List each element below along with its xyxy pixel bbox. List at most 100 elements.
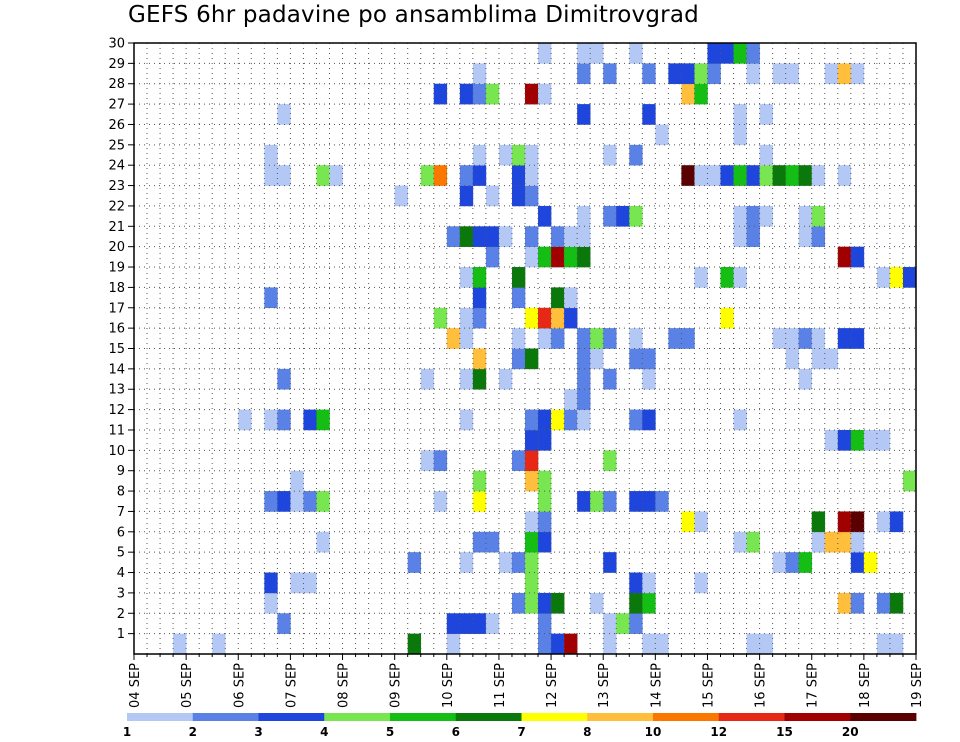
heatmap-cell [577,409,591,431]
heatmap-cell [485,531,500,553]
heatmap-cell [290,572,304,594]
heatmap-cell [433,491,448,512]
heatmap-cell [733,104,747,125]
heatmap-cell [694,83,708,105]
heatmap-cell [720,307,734,329]
heatmap-cell [824,531,839,553]
heatmap-cell [629,572,643,594]
colorbar-swatch [653,713,720,721]
heatmap-cell [173,633,187,655]
heatmap-cell [303,572,317,594]
x-tick-label: 17 SEP [806,663,821,708]
heatmap-cell [511,348,526,370]
heatmap-cell [733,409,747,431]
heatmap-cell [577,63,591,85]
y-tick-label: 14 [108,362,125,377]
heatmap-cell [525,307,539,329]
heatmap-cell [746,531,760,553]
heatmap-cell [564,246,578,268]
heatmap-cell [303,491,317,512]
heatmap-cell [876,511,891,533]
y-tick-label: 22 [108,199,125,214]
y-tick-label: 6 [117,525,125,540]
heatmap-cell [212,633,226,655]
heatmap-cell [433,83,448,105]
heatmap-cell [720,267,734,288]
heatmap-cell [681,511,695,533]
heatmap-cell [785,165,799,186]
colorbar-label: 1 [123,725,131,739]
heatmap-cell [577,328,591,349]
heatmap-cell [459,185,474,207]
y-tick-label: 15 [108,342,125,357]
x-tick-label: 05 SEP [180,663,195,708]
y-tick-label: 17 [108,301,125,316]
heatmap-cell [329,165,343,186]
heatmap-cell [551,409,565,431]
heatmap-cell [850,511,865,533]
heatmap-cell [472,267,487,288]
heatmap-cell [577,43,591,64]
x-tick-label: 04 SEP [128,663,143,708]
heatmap-cell [538,328,552,349]
colorbar-swatch [192,713,259,721]
heatmap-cell [876,633,891,655]
heatmap-cell [498,368,513,390]
heatmap-cell [511,552,526,573]
heatmap-cell [511,287,526,309]
heatmap-cell [889,633,904,655]
heatmap-cell [564,633,578,655]
y-tick-label: 18 [108,281,125,296]
heatmap-cell [511,267,526,288]
y-tick-label: 20 [108,240,125,255]
heatmap-cell [785,552,799,573]
heatmap-cell [629,592,643,614]
heatmap-cell [433,165,448,186]
heatmap-cell [720,165,734,186]
heatmap-cell [629,205,643,227]
heatmap-cell [681,83,695,105]
heatmap-cell [746,205,760,227]
heatmap-cell [655,124,669,146]
heatmap-cell [837,511,852,533]
y-tick-label: 16 [108,322,125,337]
heatmap-cell [850,531,865,553]
colorbar-label: 12 [710,725,727,739]
heatmap-cell [525,246,539,268]
colorbar-swatch [324,713,391,721]
heatmap-cell [525,226,539,247]
heatmap-cell [603,633,617,655]
heatmap-cell [642,63,656,85]
x-tick-label: 13 SEP [597,663,612,708]
y-tick-label: 1 [117,627,125,642]
heatmap-cell [590,491,604,512]
y-tick-label: 12 [108,403,125,418]
heatmap-cell [603,144,617,166]
x-tick-label: 15 SEP [701,663,716,708]
heatmap-cell [746,43,760,64]
heatmap-cell [785,63,799,85]
heatmap-cell [459,613,474,634]
heatmap-cell [551,307,565,329]
heatmap-cell [772,165,786,186]
heatmap-cell [407,552,422,573]
heatmap-cell [538,409,552,431]
heatmap-cell [694,511,708,533]
heatmap-cell [811,348,826,370]
heatmap-cell [837,531,852,553]
heatmap-cell [459,165,474,186]
x-axis: 04 SEP 05 SEP 06 SEP 07 SEP 08 SEP 09 SEP 10 S… [128,654,925,708]
heatmap-cell [525,552,539,573]
y-tick-label: 21 [108,220,125,235]
heatmap-cell [733,124,747,146]
y-tick-label: 26 [108,118,125,133]
heatmap-cell [642,409,656,431]
heatmap-cell [707,43,721,64]
heatmap-cell [811,205,826,227]
heatmap-cell [850,328,865,349]
heatmap-cell [590,43,604,64]
heatmap-cell [525,409,539,431]
heatmap-cell [511,592,526,614]
heatmap-cell [681,165,695,186]
heatmap-cell [603,491,617,512]
